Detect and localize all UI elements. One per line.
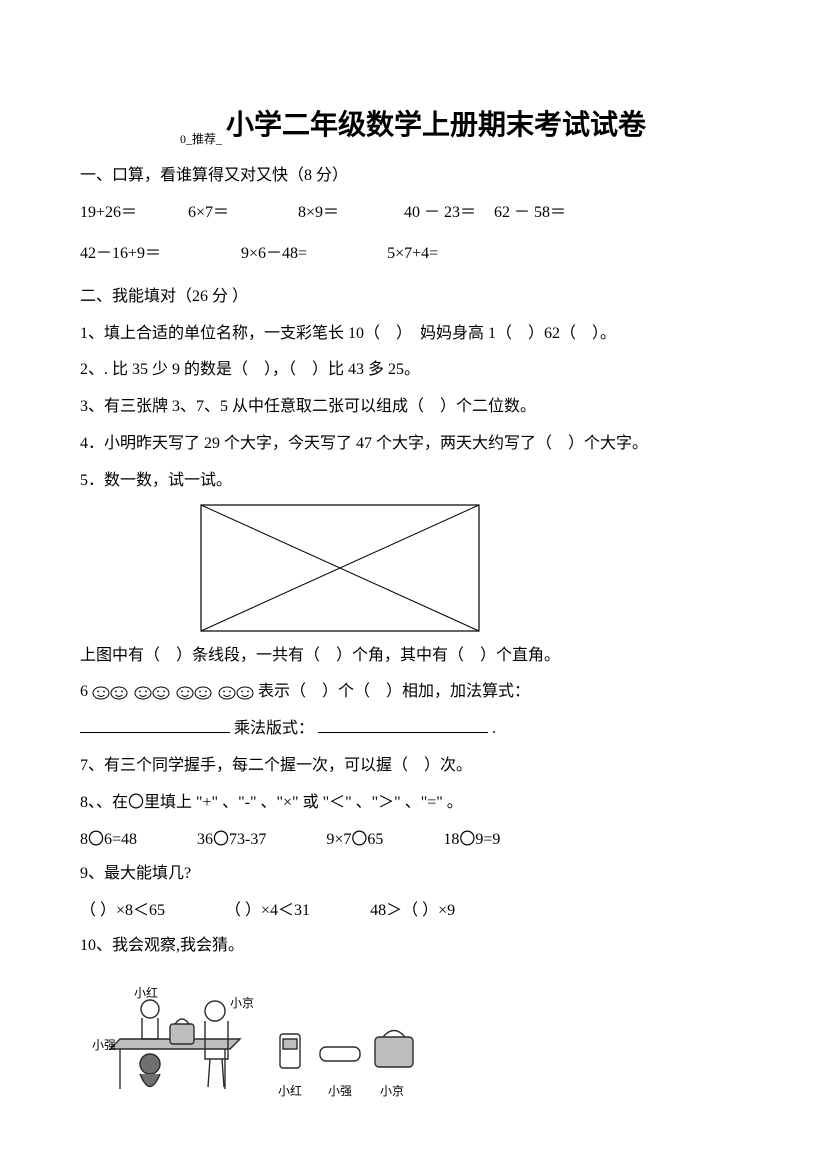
s2-q9-row: （ ）×8＜65 （ ）×4＜31 48＞（ ）×9 (80, 897, 746, 926)
smiley-icon (194, 686, 212, 700)
s2-q7: 7、有三个同学握手，每二个握一次，可以握（ ）次。 (80, 752, 746, 781)
bag-label-1: 小红 (278, 1081, 302, 1103)
s2-q8-row: 8〇6=48 36〇73-37 9×7〇65 18〇9=9 (80, 826, 746, 855)
label-xiaojing: 小京 (230, 993, 254, 1015)
s2-q6c-tail: . (492, 720, 496, 737)
s1a-q3: 8×9＝ (298, 199, 398, 228)
main-title: 小学二年级数学上册期末考试试卷 (226, 109, 646, 140)
s1-arith-row-b: 42－16+9＝ 9×6－48= 5×7+4= (80, 240, 746, 269)
smiley-icon (218, 686, 236, 700)
blank-addition (80, 717, 230, 733)
s2-q3: 3、有三张牌 3、7、5 从中任意取二张可以组成（ ）个二位数。 (80, 393, 746, 422)
s2-q4: 4．小明昨天写了 29 个大字，今天写了 47 个大字，两天大约写了（ ）个大字… (80, 430, 746, 459)
label-xiaohong: 小红 (134, 983, 158, 1005)
s2-q6-row: 6 表示（ ）个（ ）相加，加法算式： (80, 678, 746, 707)
q8-d: 18〇9=9 (443, 826, 500, 855)
s1a-q4: 40 － 23＝ (398, 199, 488, 228)
s2-q6c-mid: 乘法版式： (234, 720, 314, 737)
blank-multiplication (318, 717, 488, 733)
q8-a: 8〇6=48 (80, 826, 137, 855)
q9-c: 48＞（ ）×9 (370, 897, 455, 926)
s2-q5: 5．数一数，试一试。 (80, 467, 746, 496)
s1b-q1: 42－16+9＝ (80, 240, 161, 269)
s2-q1: 1、填上合适的单位名称，一支彩笔长 10（ ） 妈妈身高 1（ ）62（ ）。 (80, 320, 746, 349)
smiley-group (92, 683, 254, 700)
title-prefix: 0_推荐_ (180, 132, 222, 146)
s2-q9: 9、最大能填几? (80, 860, 746, 889)
s2-q6-prefix: 6 (80, 683, 92, 700)
q8-c: 9×7〇65 (326, 826, 383, 855)
s2-q8: 8、、在〇里填上 "+" 、"-" 、"×" 或 "＜" 、"＞" 、"=" 。 (80, 789, 746, 818)
s1a-q2: 6×7＝ (188, 199, 298, 228)
smiley-icon (236, 686, 254, 700)
smiley-icon (92, 686, 110, 700)
s1b-q2: 9×6－48= (241, 240, 307, 269)
q9-a: （ ）×8＜65 (80, 897, 165, 926)
bag-label-3: 小京 (380, 1081, 404, 1103)
smiley-icon (152, 686, 170, 700)
s1a-q1: 19+26＝ (80, 199, 188, 228)
bag-label-2: 小强 (328, 1081, 352, 1103)
s2-q6c: 乘法版式： . (80, 715, 746, 744)
s2-q10: 10、我会观察,我会猜。 (80, 932, 746, 961)
label-xiaoqiang: 小强 (92, 1035, 116, 1057)
s2-q6-tail: 表示（ ）个（ ）相加，加法算式： (258, 683, 530, 700)
s1-arith-row-a: 19+26＝ 6×7＝ 8×9＝ 40 － 23＝ 62 － 58＝ (80, 199, 746, 228)
section1-heading: 一、口算，看谁算得又对又快（8 分） (80, 162, 746, 191)
title-row: 0_推荐_ 小学二年级数学上册期末考试试卷 (80, 100, 746, 150)
s2-q5b: 上图中有（ ）条线段，一共有（ ）个角，其中有（ ）个直角。 (80, 642, 746, 671)
smiley-icon (110, 686, 128, 700)
s2-q2: 2、. 比 35 少 9 的数是（ ），（ ）比 43 多 25。 (80, 356, 746, 385)
crossed-rectangle (200, 504, 746, 632)
s1a-q5: 62 － 58＝ (488, 199, 568, 228)
smiley-icon (134, 686, 152, 700)
section2-heading: 二、我能填对（26 分 ） (80, 283, 746, 312)
s1b-q3: 5×7+4= (387, 240, 438, 269)
q8-b: 36〇73-37 (197, 826, 266, 855)
rect-svg (200, 504, 480, 632)
smiley-icon (176, 686, 194, 700)
q9-b: （ ）×4＜31 (225, 897, 310, 926)
observation-illustration: 小红 小京 小强 小红 小强 小京 (80, 969, 440, 1109)
